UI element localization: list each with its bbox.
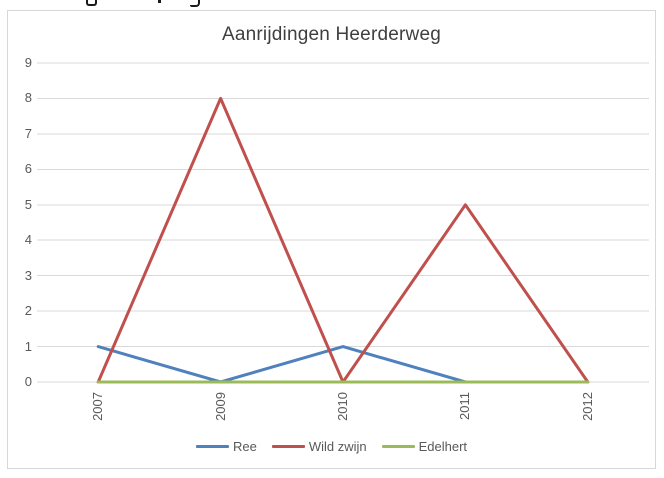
y-axis-tick-label: 5 <box>24 196 32 212</box>
y-axis-tick-label: 6 <box>24 161 32 177</box>
legend-line-swatch <box>195 445 229 448</box>
legend-label: Ree <box>232 439 257 454</box>
chart-legend: Ree Wild zwijn Edelhert <box>8 439 655 454</box>
x-axis-tick-label: 2007 <box>90 392 106 421</box>
legend-item-ree[interactable]: Ree <box>195 439 257 454</box>
legend-item-wild-zwijn[interactable]: Wild zwijn <box>271 439 367 454</box>
line-chart[interactable]: Aanrijdingen Heerderweg 0 1 2 3 4 5 6 7 8 9 2007 2… <box>7 10 656 469</box>
cropped-text-fragment <box>158 0 161 3</box>
legend-label: Edelhert <box>418 439 468 454</box>
plot-area <box>37 62 649 384</box>
cropped-text-fragment <box>86 0 97 6</box>
legend-line-swatch <box>381 445 415 448</box>
legend-item-edelhert[interactable]: Edelhert <box>381 439 468 454</box>
legend-label: Wild zwijn <box>308 439 367 454</box>
y-axis-tick-label: 0 <box>24 374 32 389</box>
series-line-ree[interactable] <box>96 345 467 384</box>
x-axis-tick-label: 2010 <box>335 392 350 421</box>
x-axis-tick-label: 2011 <box>457 392 473 420</box>
legend-line-swatch <box>271 445 305 448</box>
chart-title: Aanrijdingen Heerderweg <box>221 24 441 45</box>
x-axis-tick-label: 2009 <box>212 392 228 421</box>
y-axis-tick-label: 3 <box>24 267 32 283</box>
y-axis-tick-label: 8 <box>24 90 32 106</box>
y-axis-tick-label: 4 <box>24 232 32 248</box>
y-axis-tick-label: 9 <box>24 55 32 70</box>
y-axis-tick-label: 1 <box>24 338 32 354</box>
y-axis-tick-label: 7 <box>24 125 32 141</box>
x-axis-tick-label: 2012 <box>579 392 595 421</box>
cropped-text-fragment <box>190 0 200 7</box>
y-axis-tick-label: 2 <box>24 303 32 319</box>
